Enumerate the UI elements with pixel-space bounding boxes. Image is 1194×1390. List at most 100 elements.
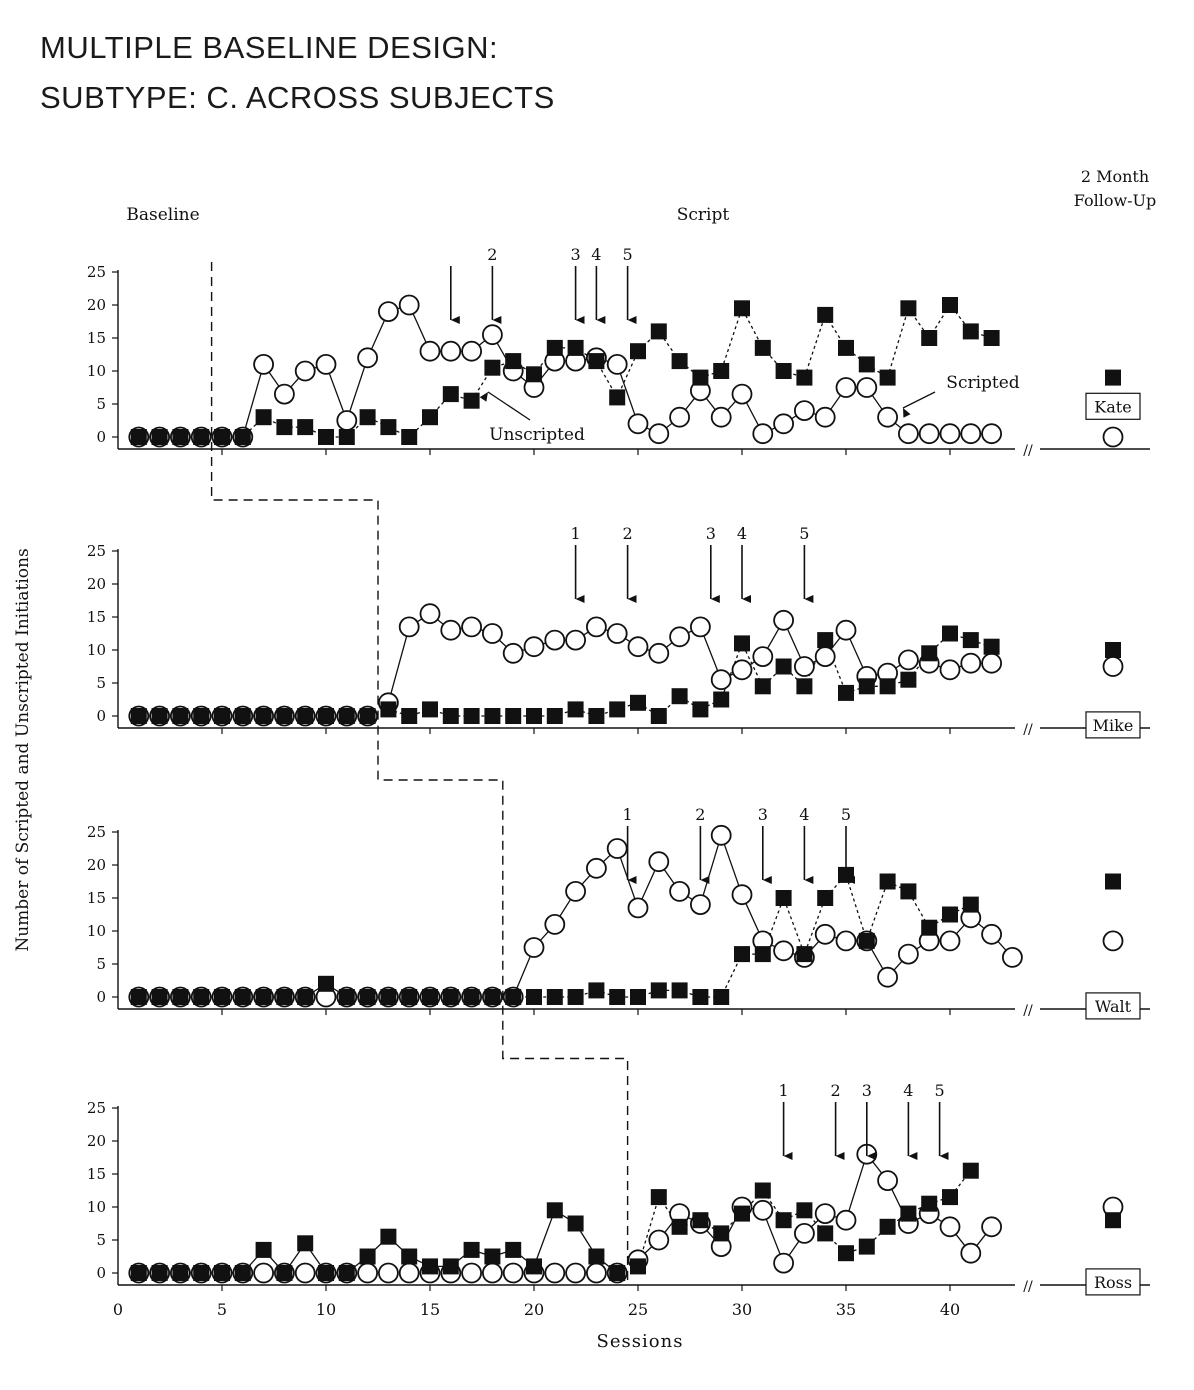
unscripted-point	[650, 323, 667, 340]
unscripted-point	[817, 890, 834, 906]
scripted-point	[835, 930, 857, 952]
unscripted-point	[942, 906, 958, 923]
unscripted-point	[276, 419, 293, 436]
unscripted-point	[234, 1265, 251, 1281]
scripted-point	[377, 1262, 399, 1284]
unscripted-point	[630, 989, 646, 1005]
followup-scripted-point	[1102, 930, 1124, 952]
unscripted-point	[588, 982, 605, 999]
baseline-series-line	[138, 1209, 618, 1275]
fading-step-label: 2	[695, 805, 705, 824]
unscripted-point	[817, 632, 834, 649]
unscripted-point	[338, 429, 355, 445]
scripted-point	[939, 423, 961, 445]
unscripted-point	[546, 1202, 563, 1219]
x-tick-label: 35	[836, 1300, 856, 1319]
unscripted-point	[234, 708, 251, 724]
unscripted-point	[297, 1235, 314, 1252]
fading-step-label: 4	[903, 1081, 913, 1100]
unscripted-point	[172, 1265, 189, 1281]
scripted-point	[481, 623, 503, 644]
unscripted-point	[879, 678, 896, 695]
unscripted-point	[713, 989, 730, 1005]
unscripted-point	[692, 1212, 709, 1229]
scripted-point	[669, 881, 690, 902]
scripted-point	[731, 383, 753, 405]
scripted-point	[565, 881, 586, 902]
unscripted-point	[796, 369, 813, 386]
scripted-point	[606, 838, 628, 859]
x-tick-label: 40	[940, 1300, 960, 1319]
scripted-point	[627, 636, 649, 658]
scripted-point	[481, 324, 503, 346]
unscripted-point	[526, 708, 542, 724]
phase-label-followup-line1: 2 Month	[1081, 167, 1149, 186]
unscripted-point	[255, 1241, 272, 1258]
unscripted-point	[442, 1258, 459, 1275]
unscripted-point	[796, 1202, 813, 1219]
scripted-point	[835, 377, 857, 398]
y-tick-label: 0	[96, 1264, 106, 1282]
unscripted-point	[255, 708, 272, 724]
scripted-point	[627, 413, 649, 435]
unscripted-point	[380, 419, 397, 436]
unscripted-point	[671, 1218, 688, 1235]
scripted-point	[544, 1262, 566, 1284]
unscripted-point	[962, 632, 979, 649]
unscripted-point	[962, 896, 979, 913]
followup-unscripted-point	[1105, 642, 1121, 658]
y-tick-label: 25	[87, 263, 106, 281]
followup-unscripted-point	[1105, 873, 1121, 890]
unscripted-point	[546, 989, 563, 1005]
unscripted-point	[942, 297, 958, 313]
unscripted-point	[442, 386, 459, 403]
scripted-point	[461, 616, 483, 638]
unscripted-point	[151, 429, 168, 445]
scripted-point	[710, 824, 732, 846]
unscripted-point	[650, 1189, 667, 1206]
y-axis-label: Number of Scripted and Unscripted Initia…	[13, 548, 33, 951]
unscripted-point	[214, 989, 230, 1005]
unscripted-point	[567, 701, 584, 718]
unscripted-point	[858, 1238, 875, 1255]
unscripted-point	[359, 409, 376, 426]
y-tick-label: 0	[96, 988, 106, 1006]
scripted-point	[794, 1223, 815, 1244]
scripted-point	[814, 646, 836, 667]
y-tick-label: 5	[96, 395, 106, 413]
unscripted-point	[858, 356, 875, 373]
subject-label: Kate	[1094, 397, 1131, 416]
x-axis-label: Sessions	[597, 1331, 684, 1352]
scripted-point	[544, 914, 566, 935]
y-tick-label: 10	[87, 922, 106, 940]
unscripted-point	[588, 708, 605, 724]
scripted-point	[981, 652, 1002, 674]
scripted-point	[461, 340, 483, 362]
unscripted-point	[734, 635, 750, 652]
unscripted-point	[650, 982, 667, 999]
scripted-point	[794, 656, 815, 677]
unscripted-point	[505, 1241, 522, 1258]
unscripted-point	[858, 678, 875, 695]
unscripted-point	[838, 684, 854, 701]
fading-step-label: 2	[487, 245, 497, 264]
scripted-point	[253, 1262, 275, 1284]
unscripted-point	[297, 989, 314, 1005]
scripted-point	[877, 966, 898, 988]
unscripted-point	[567, 989, 584, 1005]
unscripted-point	[401, 708, 418, 724]
scripted-point	[606, 353, 628, 375]
subject-label-box	[1085, 992, 1141, 1020]
unscripted-point	[338, 708, 355, 724]
unscripted-point	[255, 409, 272, 426]
fading-step-label: 5	[799, 524, 809, 543]
unscripted-point	[962, 1162, 979, 1179]
unscripted-point	[276, 989, 293, 1005]
unscripted-point	[900, 671, 917, 688]
unscripted-point	[463, 392, 480, 409]
annotation-unscripted-arrow	[479, 391, 531, 421]
y-tick-label: 20	[87, 575, 106, 593]
y-tick-label: 20	[87, 856, 106, 874]
y-tick-label: 25	[87, 1099, 106, 1117]
y-tick-label: 10	[87, 362, 106, 380]
